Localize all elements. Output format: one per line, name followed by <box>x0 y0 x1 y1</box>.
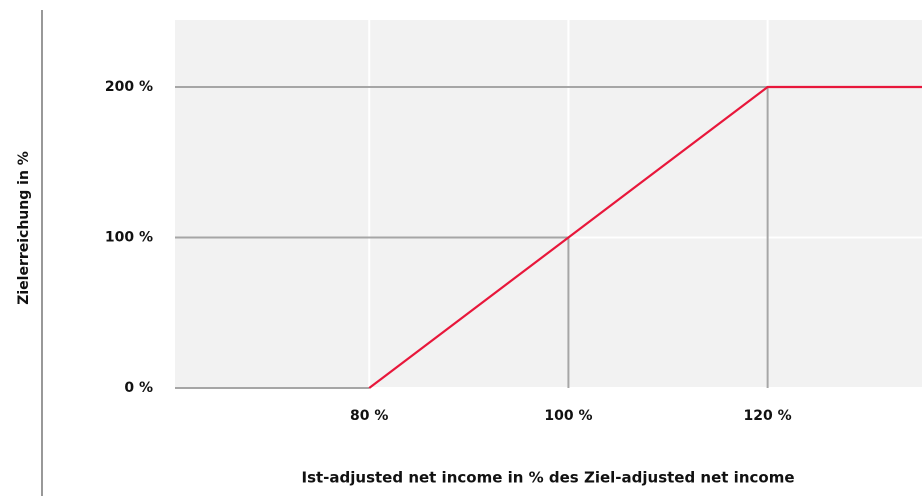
y-tick-label: 200 % <box>105 79 153 95</box>
x-tick-label: 80 % <box>350 408 388 424</box>
plot-area <box>175 20 922 388</box>
y-tick-label: 100 % <box>105 229 153 245</box>
x-tick-label: 100 % <box>544 408 592 424</box>
y-axis-title: Zielerreichung in % <box>16 151 32 305</box>
x-axis-title: Ist-adjusted net income in % des Ziel-ad… <box>302 469 795 487</box>
y-tick-label: 0 % <box>124 380 153 396</box>
x-tick-label: 120 % <box>744 408 792 424</box>
line-series <box>368 85 922 389</box>
